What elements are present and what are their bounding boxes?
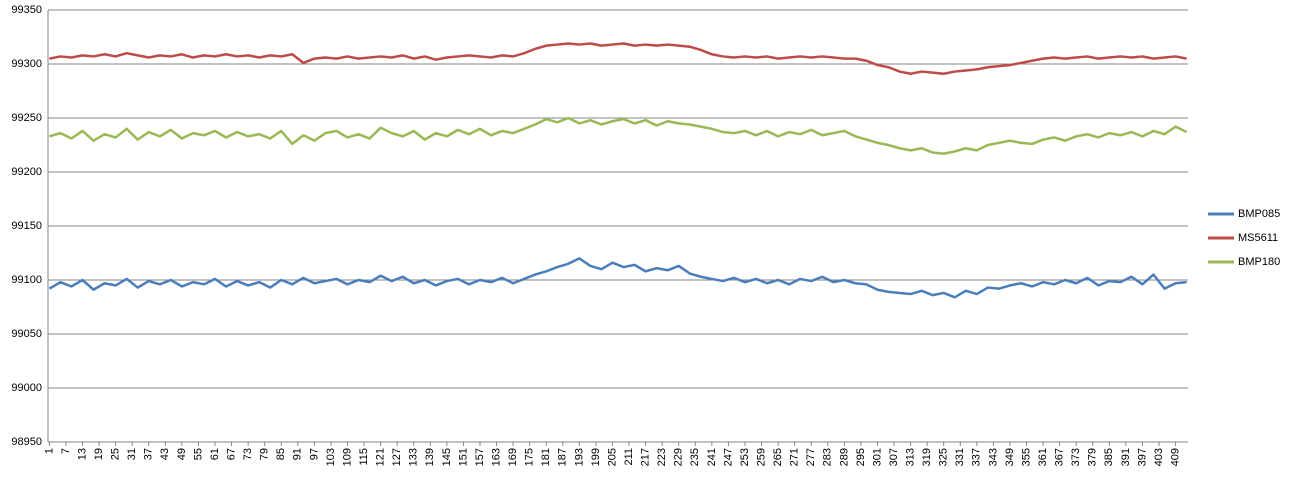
x-tick-label: 139 [424,448,436,466]
series-line [49,116,1188,155]
x-tick-label: 349 [1004,448,1016,466]
x-tick-label: 271 [789,448,801,466]
x-tick-label: 253 [739,448,751,466]
y-tick-label: 99350 [11,4,42,16]
x-tick-label: 325 [938,448,950,466]
x-tick-label: 229 [673,448,685,466]
x-tick-label: 91 [292,448,304,460]
y-tick-label: 99200 [11,166,42,178]
x-tick-label: 265 [772,448,784,466]
x-tick-label: 331 [954,448,966,466]
y-tick-label: 99250 [11,112,42,124]
x-tick-label: 187 [557,448,569,466]
x-tick-label: 121 [375,448,387,466]
y-tick-label: 99150 [11,220,42,232]
x-tick-label: 25 [110,448,122,460]
x-tick-label: 295 [855,448,867,466]
x-tick-label: 61 [209,448,221,460]
y-tick-label: 99050 [11,328,42,340]
x-tick-label: 319 [921,448,933,466]
series-line [48,257,1187,299]
x-tick-label: 217 [640,448,652,466]
x-tick-label: 145 [441,448,453,466]
x-tick-label: 373 [1070,448,1082,466]
legend-label: MS5611 [1238,232,1278,244]
x-tick-label: 199 [590,448,602,466]
y-tick-label: 99300 [11,58,42,70]
x-tick-label: 343 [987,448,999,466]
x-tick-label: 133 [408,448,420,466]
x-tick-label: 13 [76,448,88,460]
x-tick-label: 85 [275,448,287,460]
x-tick-label: 289 [838,448,850,466]
x-tick-label: 307 [888,448,900,466]
x-tick-label: 235 [689,448,701,466]
legend-label: BMP180 [1238,256,1280,268]
x-tick-label: 397 [1136,448,1148,466]
x-tick-label: 259 [755,448,767,466]
x-tick-label: 103 [325,448,337,466]
y-tick-label: 99100 [11,274,42,286]
x-tick-label: 49 [176,448,188,460]
x-tick-label: 55 [192,448,204,460]
legend-label: BMP085 [1238,208,1280,220]
x-tick-label: 301 [871,448,883,466]
x-tick-label: 37 [143,448,155,460]
x-tick-label: 7 [60,448,72,454]
x-tick-label: 127 [391,448,403,466]
x-tick-label: 409 [1169,448,1181,466]
x-tick-label: 175 [524,448,536,466]
x-tick-label: 169 [507,448,519,466]
x-tick-label: 31 [126,448,138,460]
y-tick-label: 99000 [11,382,42,394]
series-line [49,42,1187,75]
x-tick-label: 223 [656,448,668,466]
x-tick-label: 193 [573,448,585,466]
x-tick-label: 247 [722,448,734,466]
x-tick-label: 361 [1037,448,1049,466]
x-tick-label: 277 [805,448,817,466]
x-tick-label: 355 [1020,448,1032,466]
x-tick-label: 97 [308,448,320,460]
x-tick-label: 163 [490,448,502,466]
x-tick-label: 241 [706,448,718,466]
x-tick-label: 211 [623,448,635,466]
x-tick-label: 391 [1120,448,1132,466]
x-tick-label: 313 [904,448,916,466]
x-tick-label: 1 [43,448,55,454]
x-tick-label: 43 [159,448,171,460]
x-tick-label: 79 [259,448,271,460]
y-tick-label: 98950 [11,436,42,448]
x-tick-label: 157 [474,448,486,466]
x-tick-label: 151 [457,448,469,466]
x-tick-label: 73 [242,448,254,460]
x-tick-label: 205 [606,448,618,466]
x-tick-label: 337 [971,448,983,466]
x-tick-label: 19 [93,448,105,460]
x-tick-label: 283 [822,448,834,466]
x-tick-label: 403 [1153,448,1165,466]
x-tick-label: 385 [1103,448,1115,466]
x-tick-label: 367 [1054,448,1066,466]
x-tick-label: 109 [341,448,353,466]
x-tick-label: 379 [1087,448,1099,466]
x-tick-label: 67 [225,448,237,460]
x-tick-label: 115 [358,448,370,466]
x-tick-label: 181 [540,448,552,466]
